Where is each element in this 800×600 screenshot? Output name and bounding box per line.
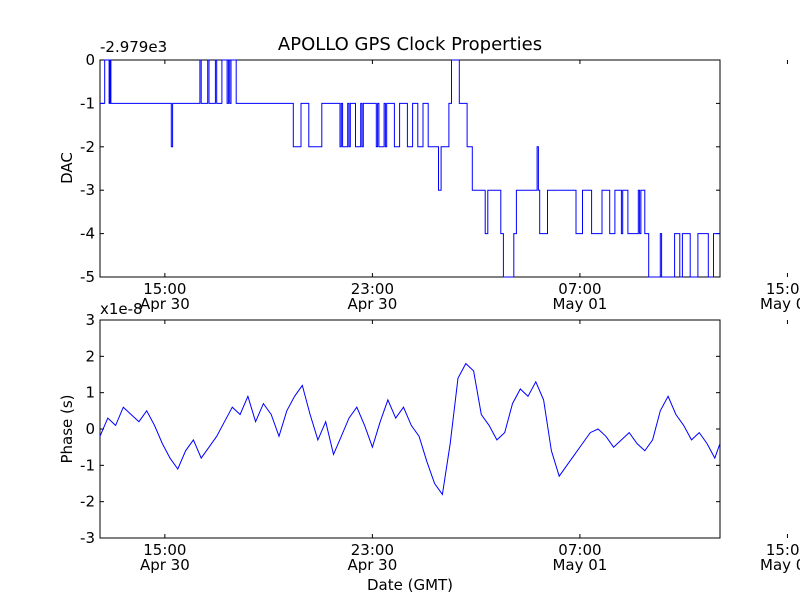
phase-y-axis-label: Phase (s) xyxy=(58,394,76,463)
dac-ytick-label: -1 xyxy=(80,94,95,112)
phase-xtick-time: 15:00 xyxy=(143,541,186,559)
dac-ytick-label: -3 xyxy=(80,181,95,199)
phase-ytick-label: 3 xyxy=(85,311,95,329)
dac-ytick-label: -4 xyxy=(80,225,95,243)
phase-xtick-date: Apr 30 xyxy=(347,556,397,574)
phase-series xyxy=(99,362,721,496)
dac-series xyxy=(100,59,720,278)
dac-xtick-date: Apr 30 xyxy=(140,295,190,313)
dac-ytick-label: -2 xyxy=(80,138,95,156)
dac-xtick-time: 07:00 xyxy=(558,280,601,298)
phase-axes-frame xyxy=(99,319,721,539)
dac-xtick-time: 23:00 xyxy=(351,280,394,298)
x-axis-label: Date (GMT) xyxy=(367,576,453,594)
phase-ytick-label: -1 xyxy=(80,456,95,474)
phase-xtick-time: 15:00 xyxy=(766,541,800,559)
phase-offset-label: x1e-8 xyxy=(100,300,143,318)
dac-xtick-time: 15:00 xyxy=(766,280,800,298)
dac-axes-frame xyxy=(99,59,721,278)
dac-series-line xyxy=(100,59,720,278)
chart-title: APOLLO GPS Clock Properties xyxy=(278,34,542,55)
dac-y-ticks: 0 -1 -2 -3 -4 -5 xyxy=(80,51,720,286)
phase-ytick-label: -3 xyxy=(80,529,95,547)
phase-series-line xyxy=(99,362,721,496)
phase-y-ticks: 3 2 1 0 -1 -2 -3 xyxy=(80,311,720,547)
dac-xtick-time: 15:00 xyxy=(143,280,186,298)
dac-xtick-date: Apr 30 xyxy=(347,295,397,313)
phase-ytick-label: 1 xyxy=(85,384,95,402)
phase-xtick-time: 23:00 xyxy=(351,541,394,559)
dac-ytick-label: -5 xyxy=(80,268,95,286)
phase-xtick-time: 07:00 xyxy=(558,541,601,559)
dac-y-axis-label: DAC xyxy=(58,152,76,184)
dac-xtick-date: May 01 xyxy=(760,295,800,313)
phase-ytick-label: -2 xyxy=(80,493,95,511)
dac-xtick-date: May 01 xyxy=(552,295,607,313)
phase-ytick-label: 0 xyxy=(85,420,95,438)
phase-ytick-label: 2 xyxy=(85,347,95,365)
phase-xtick-date: May 01 xyxy=(760,556,800,574)
phase-xtick-date: May 01 xyxy=(552,556,607,574)
phase-panel: x1e-8 Phase (s) Date (GMT) 3 2 1 0 -1 -2 -3 15… xyxy=(58,300,800,594)
dac-offset-label: -2.979e3 xyxy=(100,38,167,56)
dac-ytick-label: 0 xyxy=(85,51,95,69)
phase-xtick-date: Apr 30 xyxy=(140,556,190,574)
